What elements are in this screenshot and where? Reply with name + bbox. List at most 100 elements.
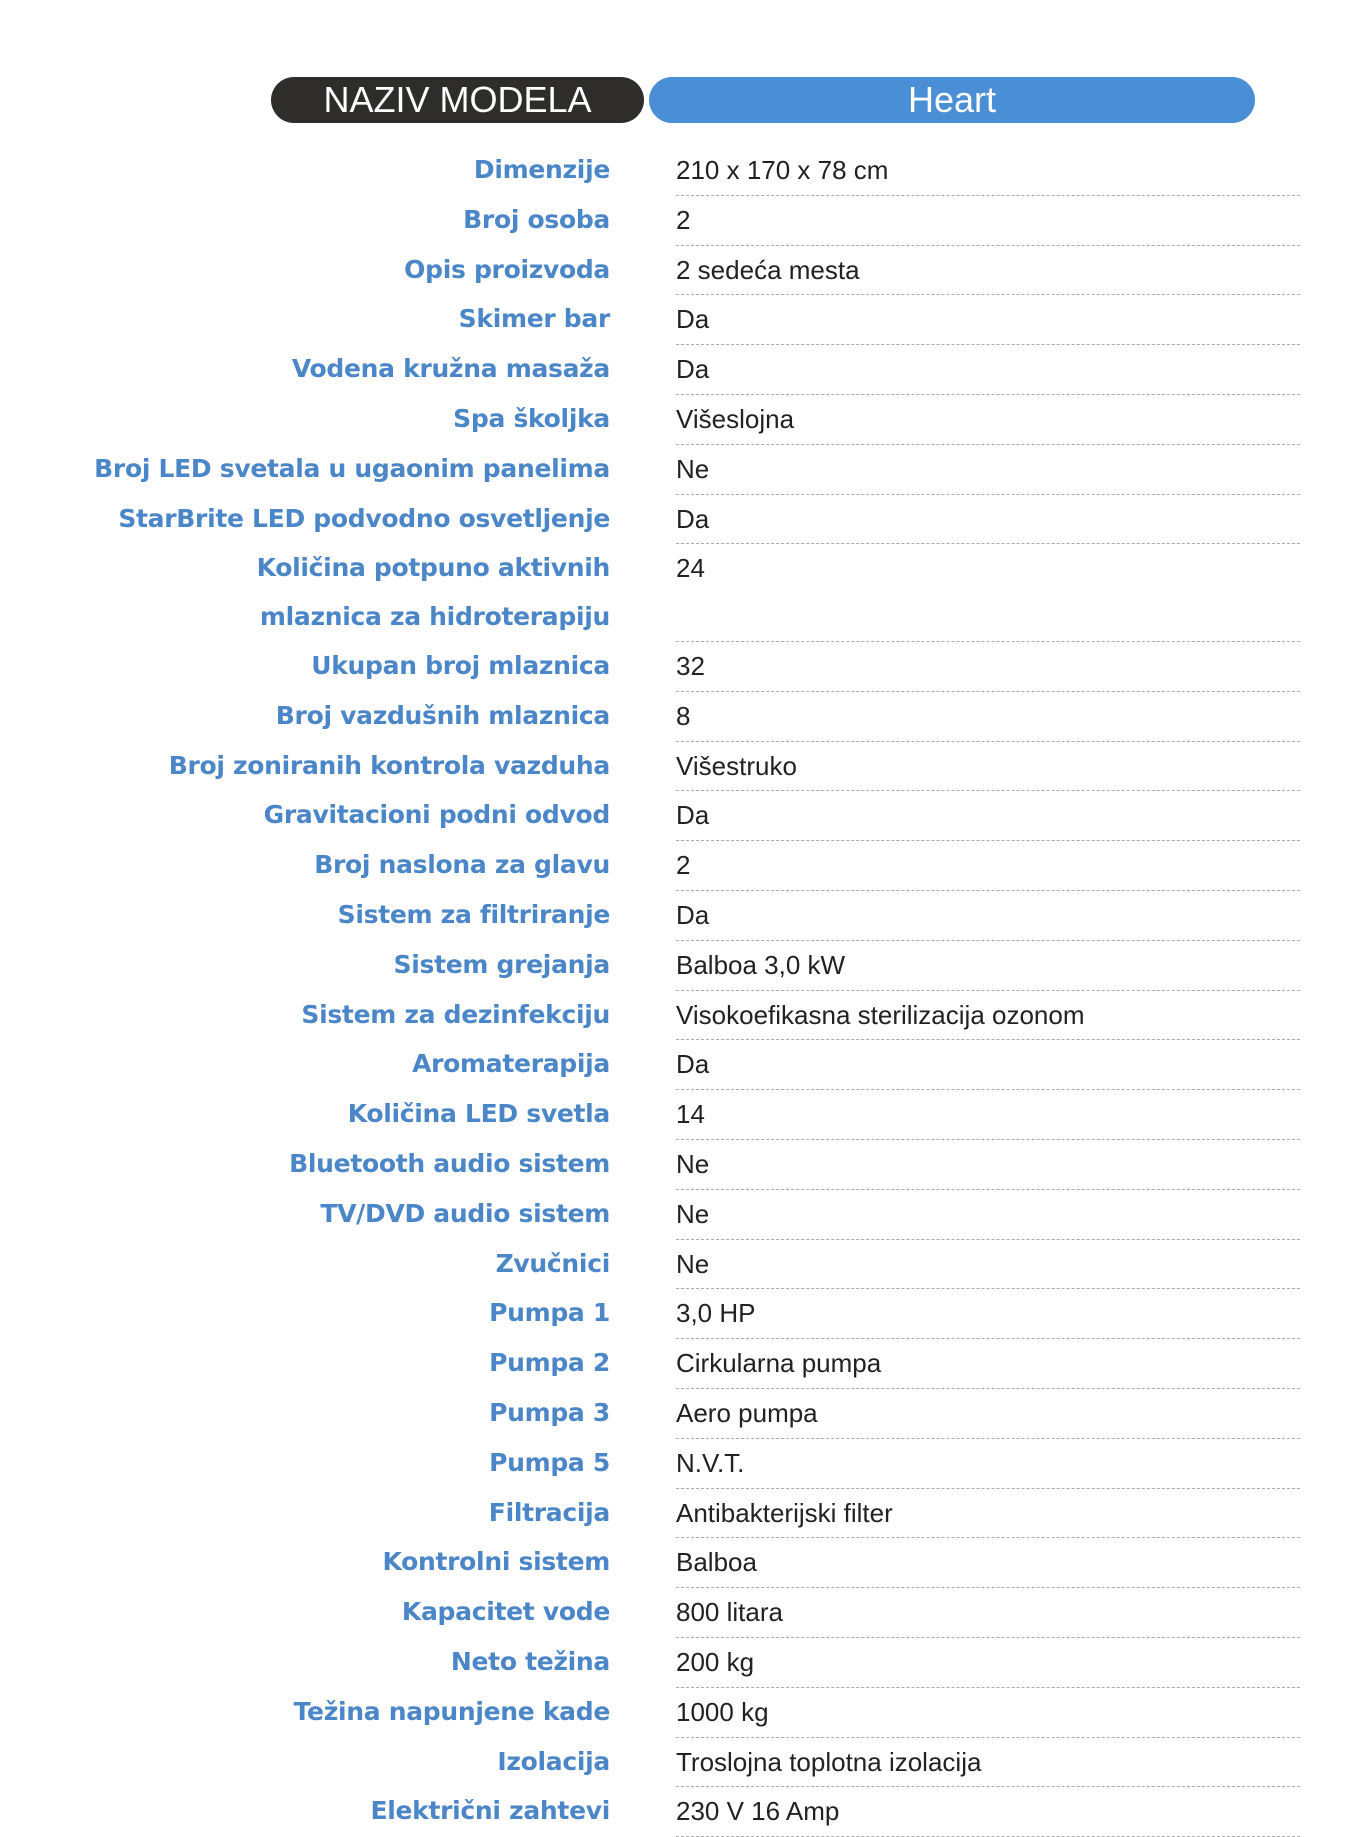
spec-label: Skimer bar (0, 295, 611, 345)
spec-row: Sistem za filtriranje Da (0, 891, 1357, 941)
spec-value: Aero pumpa (676, 1389, 1300, 1439)
model-name-value: Heart (649, 77, 1255, 123)
spec-label: Dimenzije (0, 146, 610, 196)
spec-label-text: Pumpa 2 (489, 1348, 610, 1378)
spec-label-text: Težina napunjene kade (293, 1696, 611, 1726)
spec-row: Pumpa 3 Aero pumpa (0, 1389, 1357, 1439)
spec-label: Sistem grejanja (0, 941, 611, 991)
spec-label-text: Skimer bar (458, 304, 611, 334)
spec-label-text: Bluetooth audio sistem (289, 1148, 610, 1178)
spec-value: Ne (676, 445, 1300, 495)
spec-value: 3,0 HP (676, 1289, 1300, 1340)
spec-row: Sistem za dezinfekciju Visokoefikasna ste… (0, 991, 1357, 1041)
spec-label-text: Kapacitet vode (401, 1597, 610, 1627)
spec-value: Višeslojna (676, 395, 1300, 445)
spec-label: Filtracija (0, 1489, 611, 1539)
spec-label: Sistem za filtriranje (0, 891, 611, 941)
spec-label-text: Neto težina (450, 1646, 610, 1676)
spec-label: Izolacija (0, 1738, 610, 1788)
spec-label-text-line2: mlaznica za hidroterapiju (259, 602, 610, 632)
spec-row: Kapacitet vode 800 litara (0, 1588, 1357, 1638)
spec-label: Gravitacioni podni odvod (0, 791, 611, 841)
spec-value: 210 x 170 x 78 cm (676, 146, 1300, 196)
spec-label-text: Broj naslona za glavu (314, 850, 610, 880)
spec-label: Pumpa 3 (0, 1389, 610, 1439)
spec-label: Neto težina (0, 1638, 610, 1688)
spec-label: Kapacitet vode (0, 1588, 610, 1638)
spec-value: Antibakterijski filter (676, 1489, 1300, 1539)
spec-label-text: Zvučnici (495, 1248, 611, 1278)
spec-label: Opis proizvoda (0, 246, 610, 296)
spec-row: Pumpa 5 N.V.T. (0, 1439, 1357, 1489)
spec-label: Vodena kružna masaža (0, 345, 610, 395)
spec-label: Aromaterapija (0, 1040, 610, 1090)
spec-label-text: Spa školjka (453, 403, 610, 433)
spec-value: Balboa (676, 1538, 1300, 1589)
spec-label: Električni zahtevi (0, 1787, 610, 1837)
spec-value: Višestruko (676, 742, 1300, 792)
spec-value: 14 (676, 1090, 1300, 1140)
spec-label-text: Pumpa 1 (489, 1298, 610, 1328)
spec-row: TV/DVD audio sistem Ne (0, 1190, 1357, 1240)
spec-label-text: Broj zoniranih kontrola vazduha (168, 750, 611, 780)
spec-label: Zvučnici (0, 1240, 611, 1290)
spec-row: Broj osoba 2 (0, 196, 1357, 246)
spec-label: TV/DVD audio sistem (0, 1190, 610, 1240)
spec-label: Pumpa 5 (0, 1439, 610, 1489)
spec-label-text: TV/DVD audio sistem (320, 1198, 610, 1228)
spec-row: Opis proizvoda 2 sedeća mesta (0, 246, 1357, 296)
spec-value: Da (676, 1040, 1300, 1091)
spec-row: Spa školjka Višeslojna (0, 395, 1357, 445)
spec-label: Broj LED svetala u ugaonim panelima (0, 445, 610, 495)
spec-label: Sistem za dezinfekciju (0, 991, 610, 1041)
spec-row: Izolacija Troslojna toplotna izolacija (0, 1738, 1357, 1788)
spec-label: Broj osoba (0, 196, 610, 246)
spec-row: Gravitacioni podni odvod Da (0, 791, 1357, 842)
spec-label-text: Ukupan broj mlaznica (311, 650, 610, 680)
spec-label: Težina napunjene kade (0, 1688, 611, 1738)
spec-row: Aromaterapija Da (0, 1040, 1357, 1091)
spec-value: 800 litara (676, 1588, 1300, 1638)
spec-label-text: Sistem za filtriranje (337, 899, 611, 929)
spec-label: Ukupan broj mlaznica (0, 642, 610, 692)
spec-row: Težina napunjene kade 1000 kg (0, 1688, 1357, 1738)
spec-value: Visokoefikasna sterilizacija ozonom (676, 991, 1300, 1041)
spec-label-text: Broj LED svetala u ugaonim panelima (94, 453, 610, 483)
spec-value: Ne (676, 1140, 1300, 1190)
spec-value: 200 kg (676, 1638, 1300, 1688)
spec-row: Kontrolni sistem Balboa (0, 1538, 1357, 1589)
model-name-header: NAZIV MODELA (271, 77, 644, 123)
spec-label: Broj vazdušnih mlaznica (0, 692, 611, 742)
spec-row: Broj zoniranih kontrola vazduha Višestruk… (0, 742, 1357, 792)
spec-value: Da (676, 345, 1300, 395)
spec-label-text: Pumpa 5 (489, 1447, 610, 1477)
spec-value: Da (676, 295, 1300, 346)
spec-label: Pumpa 2 (0, 1339, 610, 1389)
spec-row: Količina potpuno aktivnih mlaznica za hid… (0, 544, 1357, 642)
spec-label-text: Količina LED svetla (347, 1099, 611, 1129)
spec-label-text: Vodena kružna masaža (291, 354, 610, 384)
spec-row: Broj LED svetala u ugaonim panelima Ne (0, 445, 1357, 495)
spec-row: StarBrite LED podvodno osvetljenje Da (0, 495, 1357, 545)
spec-value: Da (676, 791, 1300, 842)
spec-value: Ne (676, 1240, 1300, 1290)
spec-row: Pumpa 2 Cirkularna pumpa (0, 1339, 1357, 1389)
spec-row: Ukupan broj mlaznica 32 (0, 642, 1357, 692)
spec-row: Zvučnici Ne (0, 1240, 1357, 1290)
spec-label-text: Broj osoba (463, 204, 610, 234)
spec-label: Količina LED svetla (0, 1090, 611, 1140)
spec-row: Broj vazdušnih mlaznica 8 (0, 692, 1357, 742)
spec-value: Balboa 3,0 kW (676, 941, 1300, 991)
spec-row: Vodena kružna masaža Da (0, 345, 1357, 395)
spec-row: Neto težina 200 kg (0, 1638, 1357, 1688)
spec-value: 32 (676, 642, 1300, 692)
spec-value: Da (676, 891, 1300, 941)
spec-value: 8 (676, 692, 1300, 742)
spec-value: 2 (676, 841, 1300, 891)
spec-value: Da (676, 495, 1300, 545)
spec-row: Filtracija Antibakterijski filter (0, 1489, 1357, 1539)
spec-value: Ne (676, 1190, 1300, 1240)
spec-row: Broj naslona za glavu 2 (0, 841, 1357, 891)
spec-table: Dimenzije 210 x 170 x 78 cm Broj osoba 2 Opi… (0, 146, 1357, 1837)
spec-value: 24 (676, 544, 1300, 642)
